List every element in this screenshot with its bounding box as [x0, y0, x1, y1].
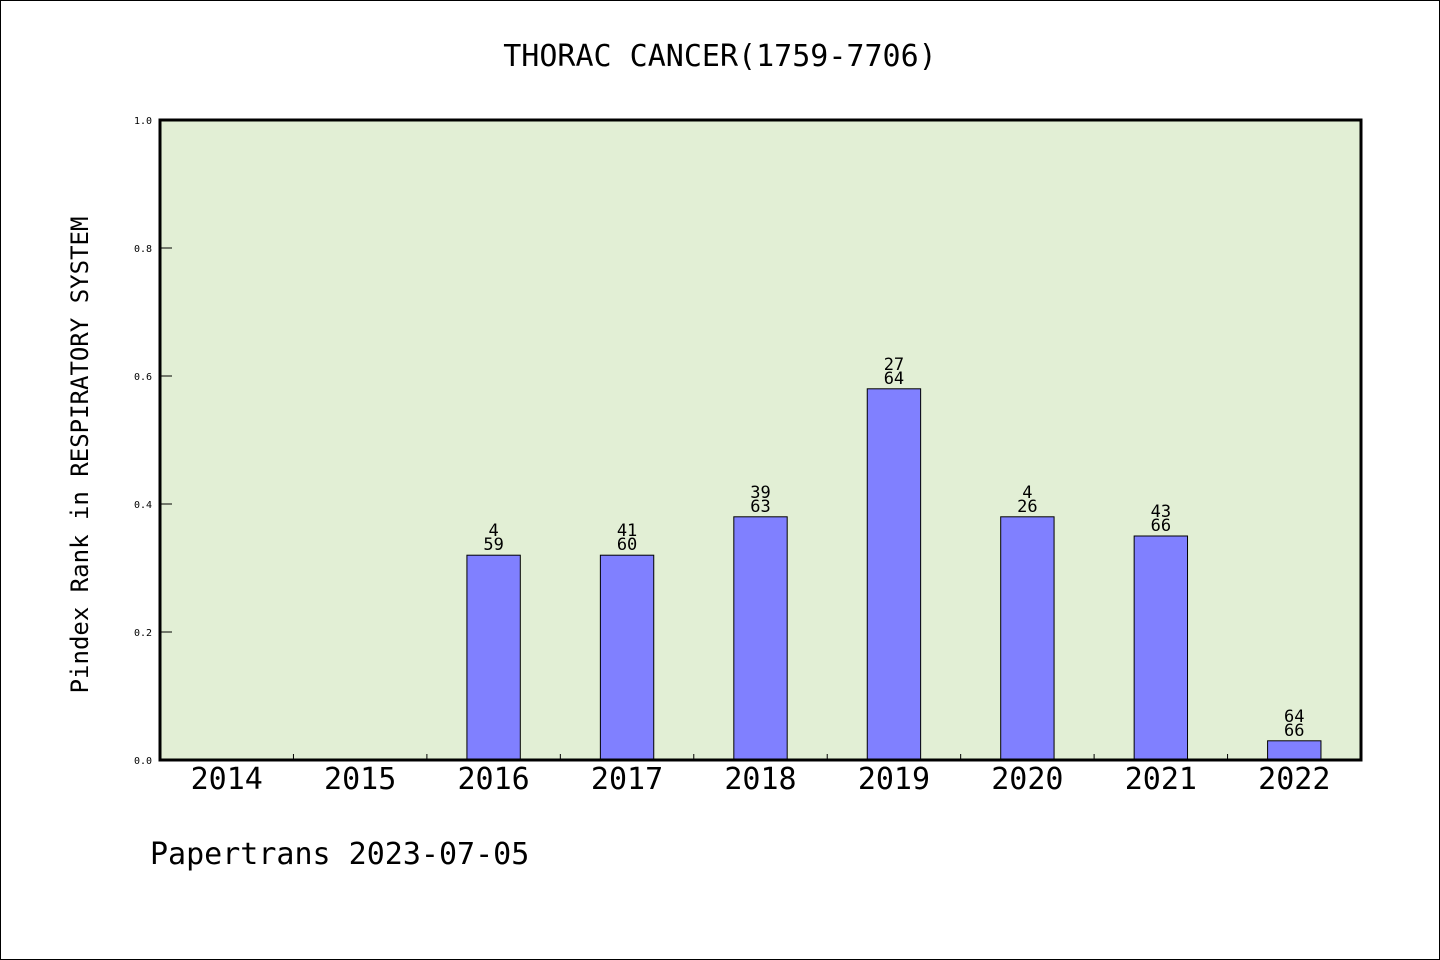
- bar-label-bottom: 26: [1017, 497, 1037, 517]
- bar-label-bottom: 60: [617, 535, 637, 555]
- x-tick-label: 2015: [324, 762, 396, 797]
- x-tick-label: 2021: [1125, 762, 1197, 797]
- y-axis-label: Pindex Rank in RESPIRATORY SYSTEM: [66, 217, 94, 694]
- bar-label-bottom: 59: [483, 535, 503, 555]
- x-tick-label: 2017: [591, 762, 663, 797]
- bar: [466, 554, 521, 761]
- y-tick-label: 0.4: [134, 500, 152, 511]
- bar: [599, 554, 655, 761]
- bar-label-bottom: 63: [750, 497, 770, 517]
- bar-label-top: 27: [884, 355, 904, 375]
- y-tick-label: 0.6: [134, 372, 152, 383]
- x-tick-label: 2014: [191, 762, 263, 797]
- bar-label-top: 4: [1022, 483, 1032, 503]
- bar-label-bottom: 66: [1151, 516, 1171, 536]
- footer-credit: Papertrans 2023-07-05: [150, 837, 529, 872]
- bar-label-bottom: 66: [1284, 721, 1304, 741]
- bar-label-top: 39: [750, 483, 770, 503]
- bar-label-top: 43: [1151, 502, 1171, 522]
- x-tick-label: 2022: [1258, 762, 1330, 797]
- plot-border: [158, 118, 1363, 762]
- bar: [866, 388, 922, 761]
- bars-group: [466, 388, 1322, 761]
- x-tick-label: 2018: [724, 762, 796, 797]
- x-tick-label: 2019: [858, 762, 930, 797]
- bar-label-top: 41: [617, 521, 637, 541]
- y-tick-label: 1.0: [134, 116, 152, 127]
- chart-title: THORAC CANCER(1759-7706): [503, 39, 936, 74]
- bar: [1133, 535, 1189, 761]
- y-tick-label: 0.2: [134, 628, 152, 639]
- bar: [733, 516, 788, 761]
- x-tick-label: 2020: [991, 762, 1063, 797]
- bar-label-top: 64: [1284, 707, 1304, 727]
- bar-label-top: 4: [488, 521, 498, 541]
- bar: [1267, 740, 1322, 761]
- x-tick-label: 2016: [457, 762, 529, 797]
- bar-label-bottom: 64: [884, 369, 904, 389]
- y-tick-label: 0.0: [134, 756, 152, 767]
- ticks-group: 0.0 0.2 0.4 0.6 0.8 1.0 2014 2015 2016 2017 2018 20…: [134, 116, 1330, 797]
- y-tick-label: 0.8: [134, 244, 152, 255]
- bar: [1000, 516, 1055, 761]
